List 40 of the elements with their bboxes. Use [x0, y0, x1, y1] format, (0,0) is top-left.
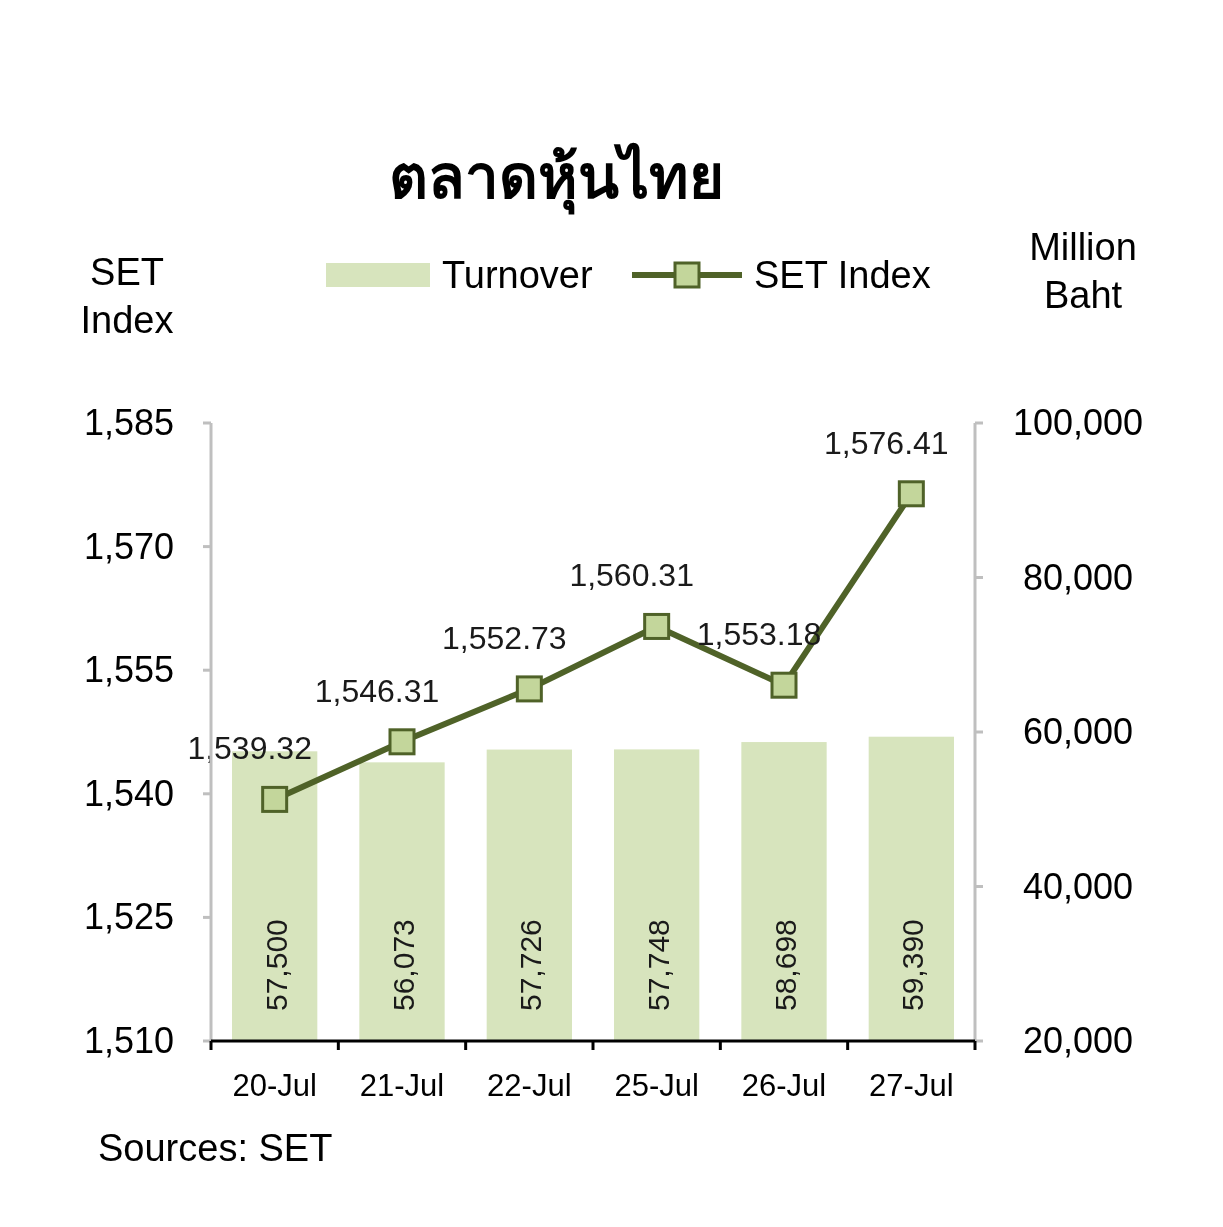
y-tick-label: 1,570: [83, 525, 174, 567]
y-axis-title: SET Index: [80, 251, 174, 341]
legend-label: SET Index: [754, 254, 931, 296]
point: [515, 675, 543, 703]
point: [643, 612, 671, 640]
y-tick-label: 1,540: [83, 772, 174, 814]
chart-title: ตลาดหุ้นไทย: [388, 142, 724, 215]
point: [770, 671, 798, 699]
y2-axis-title: Million Baht: [1029, 226, 1137, 316]
data-label: 1,552.73: [442, 619, 567, 656]
y2-tick-label: 100,000: [1012, 402, 1144, 443]
x-tick-label: 25-Jul: [614, 1068, 699, 1103]
x-tick-label: 20-Jul: [232, 1068, 317, 1103]
data-label: 57,500: [259, 919, 293, 1011]
y2-tick-label: 20,000: [1022, 1020, 1134, 1061]
data-label: 58,698: [769, 919, 802, 1011]
data-label: 57,726: [514, 919, 548, 1011]
y2-tick-label: 60,000: [1022, 711, 1134, 752]
x-tick-label: 26-Jul: [741, 1068, 827, 1103]
data-label: 1,576.41: [824, 424, 949, 461]
y-tick-label: 1,585: [83, 402, 174, 443]
point: [388, 728, 416, 756]
y-tick-label: 1,525: [83, 896, 174, 938]
y2-tick-label: 40,000: [1022, 865, 1134, 907]
source-note: Sources: SET: [98, 1127, 333, 1169]
data-label: 1,539.32: [187, 730, 312, 767]
data-label: 57,748: [641, 919, 675, 1011]
point: [897, 480, 925, 508]
x-tick-label: 22-Jul: [487, 1068, 572, 1103]
data-label: 56,073: [387, 919, 420, 1011]
point: [261, 785, 289, 813]
legend-label: Turnover: [442, 254, 593, 296]
x-tick-label: 21-Jul: [359, 1068, 445, 1103]
x-tick-label: 27-Jul: [869, 1068, 954, 1103]
data-label: 1,546.31: [314, 672, 440, 709]
y-tick-label: 1,555: [83, 649, 174, 691]
data-label: 59,390: [896, 919, 930, 1011]
y2-tick-label: 80,000: [1022, 556, 1134, 598]
data-label: 1,560.31: [569, 557, 694, 594]
y-tick-label: 1,510: [83, 1020, 174, 1061]
